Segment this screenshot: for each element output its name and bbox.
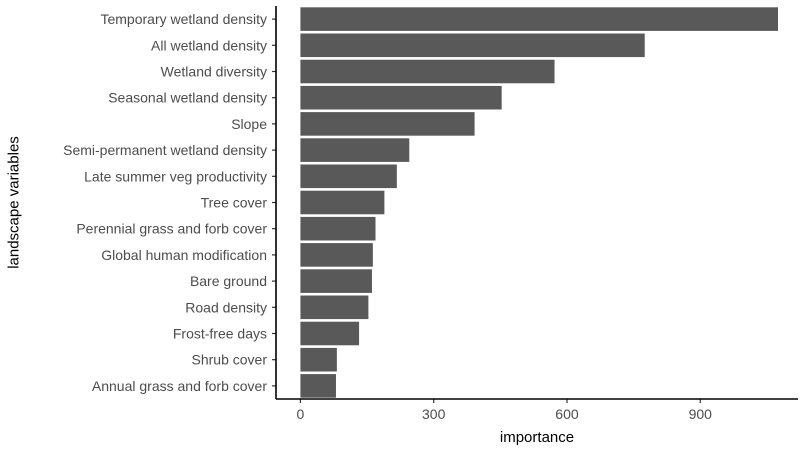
bar	[300, 33, 645, 58]
y-tick-label: Semi-permanent wetland density	[63, 142, 267, 158]
bar	[300, 216, 376, 241]
x-ticks: 0 300 600 900	[297, 399, 713, 422]
y-tick-label: Annual grass and forb cover	[92, 378, 267, 394]
bar	[300, 269, 372, 293]
y-tick-label: Temporary wetland density	[100, 11, 267, 27]
bar	[300, 85, 502, 110]
y-tick-label: Shrub cover	[192, 352, 268, 368]
bar	[300, 190, 385, 215]
bar	[300, 138, 410, 162]
bar	[300, 374, 336, 398]
y-tick-label: Tree cover	[201, 195, 268, 211]
x-tick-label: 600	[555, 406, 579, 422]
bar	[300, 295, 369, 320]
y-tick-labels: Temporary wetland density All wetland den…	[63, 11, 276, 394]
y-tick-label: Late summer veg productivity	[84, 168, 267, 184]
bar	[300, 7, 779, 31]
y-tick-label: Slope	[231, 116, 267, 132]
bar	[300, 347, 337, 372]
bar	[300, 164, 397, 189]
bar	[300, 59, 555, 84]
y-tick-label: Road density	[185, 299, 267, 315]
bar	[300, 112, 475, 136]
y-tick-label: Perennial grass and forb cover	[76, 221, 267, 237]
y-axis-title: landscape variables	[6, 136, 23, 269]
y-tick-label: Seasonal wetland density	[108, 90, 267, 106]
bar	[300, 321, 360, 346]
x-tick-label: 300	[422, 406, 446, 422]
y-tick-label: Bare ground	[190, 273, 267, 289]
bars-group	[300, 7, 779, 398]
bar	[300, 243, 373, 267]
y-tick-label: Wetland diversity	[161, 64, 267, 80]
y-tick-label: All wetland density	[151, 37, 267, 53]
x-tick-label: 0	[297, 406, 305, 422]
y-tick-label: Global human modification	[101, 247, 267, 263]
y-tick-label: Frost-free days	[173, 326, 267, 342]
x-tick-label: 900	[689, 406, 713, 422]
x-axis-title: importance	[500, 429, 574, 446]
